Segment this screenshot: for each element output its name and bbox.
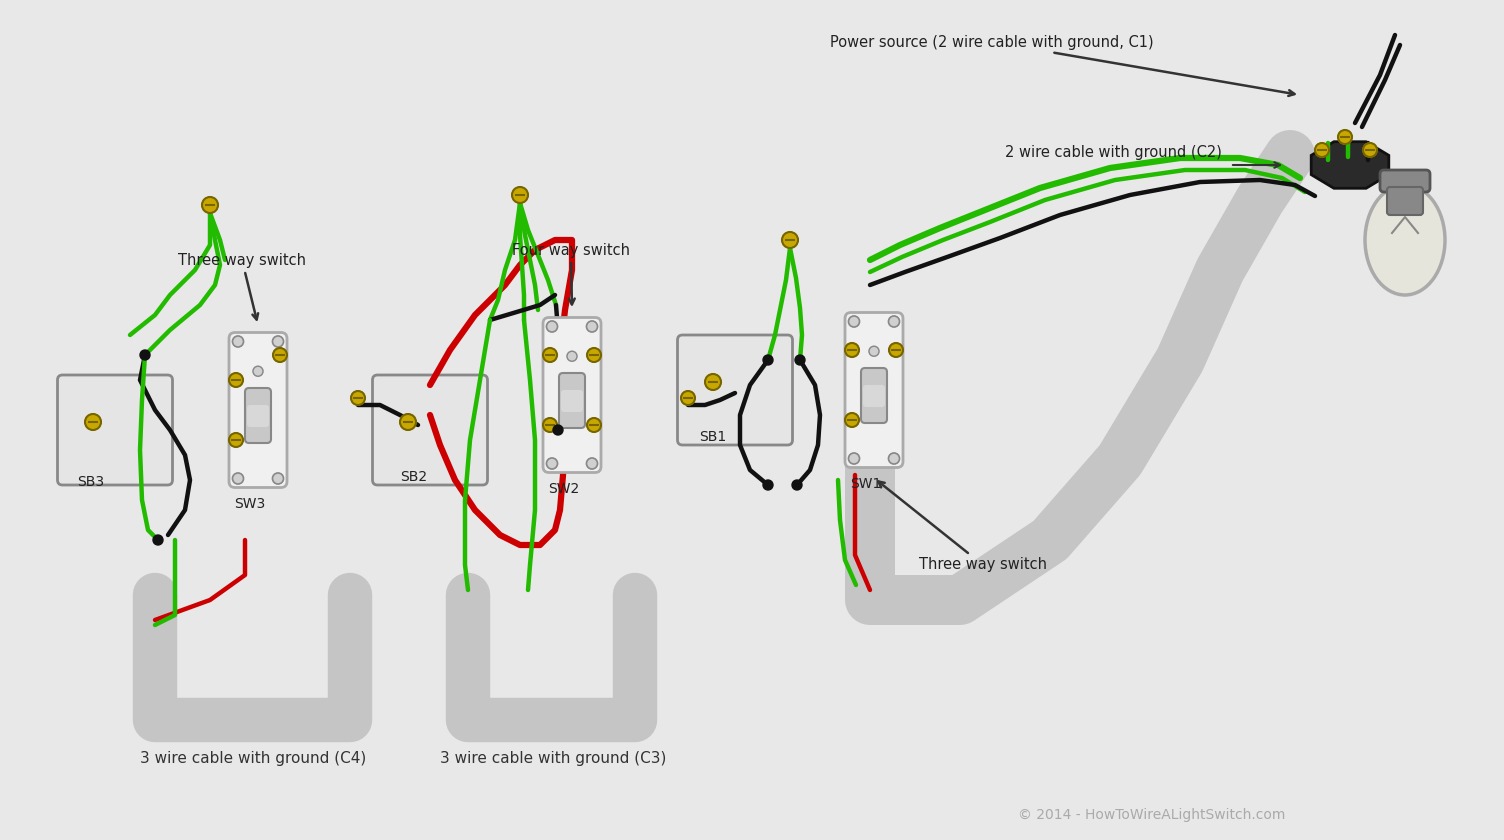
Circle shape: [253, 366, 263, 376]
Circle shape: [1339, 130, 1352, 144]
Text: SB2: SB2: [400, 470, 427, 484]
Circle shape: [229, 433, 244, 447]
Text: SB3: SB3: [77, 475, 104, 489]
FancyBboxPatch shape: [229, 333, 287, 487]
FancyBboxPatch shape: [561, 390, 584, 412]
Circle shape: [272, 336, 283, 347]
Text: SB1: SB1: [699, 430, 726, 444]
Text: 2 wire cable with ground (C2): 2 wire cable with ground (C2): [1005, 144, 1221, 160]
Text: Power source (2 wire cable with ground, C1): Power source (2 wire cable with ground, …: [830, 34, 1295, 96]
FancyBboxPatch shape: [543, 318, 602, 472]
Text: SW3: SW3: [235, 497, 266, 511]
Circle shape: [272, 473, 283, 484]
Ellipse shape: [1366, 185, 1445, 295]
FancyBboxPatch shape: [245, 388, 271, 443]
Circle shape: [1363, 143, 1378, 157]
Circle shape: [889, 343, 902, 357]
FancyBboxPatch shape: [1387, 187, 1423, 215]
Circle shape: [511, 187, 528, 203]
Circle shape: [587, 418, 602, 432]
Circle shape: [140, 350, 150, 360]
Circle shape: [546, 458, 558, 469]
FancyBboxPatch shape: [863, 385, 884, 407]
Circle shape: [889, 316, 899, 327]
Circle shape: [233, 473, 244, 484]
Circle shape: [681, 391, 695, 405]
Circle shape: [845, 343, 859, 357]
Circle shape: [763, 480, 773, 490]
Circle shape: [796, 355, 805, 365]
Circle shape: [274, 348, 287, 362]
Circle shape: [705, 374, 720, 390]
Circle shape: [233, 336, 244, 347]
Circle shape: [889, 453, 899, 464]
Text: Four way switch: Four way switch: [511, 243, 630, 304]
Circle shape: [763, 355, 773, 365]
Text: SW1: SW1: [850, 477, 881, 491]
Circle shape: [567, 351, 578, 361]
FancyBboxPatch shape: [860, 368, 887, 423]
Circle shape: [587, 348, 602, 362]
Circle shape: [400, 414, 417, 430]
Circle shape: [782, 232, 799, 248]
Circle shape: [546, 321, 558, 332]
Circle shape: [848, 316, 859, 327]
Text: SW2: SW2: [549, 482, 579, 496]
Circle shape: [587, 458, 597, 469]
FancyBboxPatch shape: [247, 405, 269, 427]
Text: Three way switch: Three way switch: [878, 481, 1047, 573]
Polygon shape: [1311, 142, 1388, 188]
Circle shape: [153, 535, 162, 545]
FancyBboxPatch shape: [559, 373, 585, 428]
Text: © 2014 - HowToWireALightSwitch.com: © 2014 - HowToWireALightSwitch.com: [1018, 808, 1286, 822]
Text: 3 wire cable with ground (C3): 3 wire cable with ground (C3): [439, 750, 666, 765]
Circle shape: [86, 414, 101, 430]
Circle shape: [869, 346, 878, 356]
Circle shape: [793, 480, 802, 490]
FancyBboxPatch shape: [1381, 170, 1430, 192]
FancyBboxPatch shape: [845, 312, 902, 468]
Circle shape: [350, 391, 365, 405]
Circle shape: [587, 321, 597, 332]
FancyBboxPatch shape: [57, 375, 173, 485]
Circle shape: [848, 453, 859, 464]
Circle shape: [543, 418, 556, 432]
Circle shape: [1314, 143, 1330, 157]
FancyBboxPatch shape: [373, 375, 487, 485]
FancyBboxPatch shape: [677, 335, 793, 445]
Circle shape: [845, 413, 859, 427]
Circle shape: [202, 197, 218, 213]
Circle shape: [543, 348, 556, 362]
Circle shape: [229, 373, 244, 387]
Text: Three way switch: Three way switch: [177, 253, 305, 319]
Circle shape: [553, 425, 562, 435]
Text: 3 wire cable with ground (C4): 3 wire cable with ground (C4): [140, 750, 365, 765]
